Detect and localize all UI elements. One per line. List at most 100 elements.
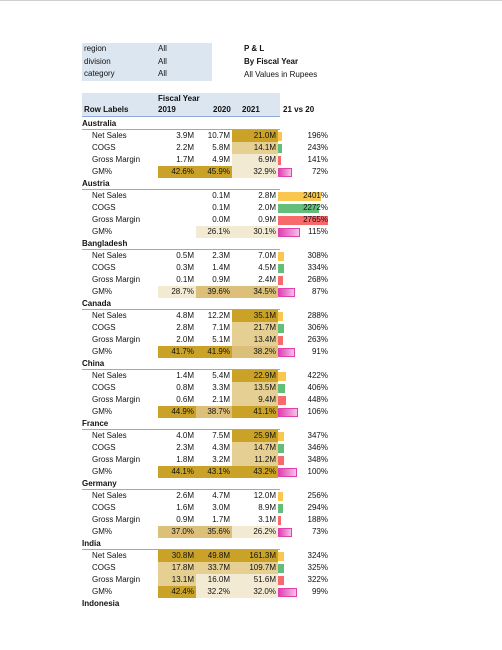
country-header[interactable]: Canada bbox=[82, 299, 111, 308]
value-cell-y21: 21.7M bbox=[232, 322, 278, 334]
change-percent: 2765% bbox=[303, 215, 328, 224]
change-percent: 72% bbox=[311, 167, 328, 176]
row-label: COGS bbox=[92, 323, 116, 332]
change-percent: 334% bbox=[307, 263, 328, 272]
value-cell-y20: 0.1M bbox=[212, 191, 230, 200]
country-header[interactable]: India bbox=[82, 539, 101, 548]
country-header[interactable]: Bangladesh bbox=[82, 239, 128, 248]
table-row: GM% 28.7% 39.6% 34.5% 87% bbox=[82, 286, 328, 298]
year-2021-header: 2021 bbox=[242, 105, 260, 114]
value-cell-y21: 35.1M bbox=[232, 310, 278, 322]
value-cell-y20: 4.7M bbox=[212, 491, 230, 500]
data-bar bbox=[278, 372, 286, 381]
change-percent: 347% bbox=[307, 431, 328, 440]
change-percent: 308% bbox=[307, 251, 328, 260]
value-cell-y21: 7.0M bbox=[258, 251, 276, 260]
data-bar bbox=[278, 288, 295, 297]
data-bar bbox=[278, 276, 283, 285]
change-percent: 196% bbox=[307, 131, 328, 140]
data-bar bbox=[278, 144, 283, 153]
row-labels-header[interactable]: Row Labels bbox=[84, 105, 129, 114]
country-header[interactable]: Austria bbox=[82, 179, 110, 188]
value-cell-y21: 12.0M bbox=[253, 491, 276, 500]
data-bar bbox=[278, 252, 284, 261]
data-bar bbox=[278, 228, 300, 237]
value-cell-y21: 2.8M bbox=[258, 191, 276, 200]
row-label: Net Sales bbox=[92, 551, 127, 560]
value-cell-y20: 10.7M bbox=[207, 131, 230, 140]
value-cell-y19: 37.0% bbox=[158, 526, 196, 538]
row-label: Net Sales bbox=[92, 311, 127, 320]
change-percent: 348% bbox=[307, 455, 328, 464]
row-label: Gross Margin bbox=[92, 515, 141, 524]
row-label: GM% bbox=[92, 227, 112, 236]
value-cell-y21: 26.2% bbox=[232, 526, 278, 538]
row-label: Gross Margin bbox=[92, 455, 141, 464]
country-header[interactable]: Germany bbox=[82, 479, 117, 488]
value-cell-y20: 4.9M bbox=[212, 155, 230, 164]
data-bar bbox=[278, 168, 292, 177]
value-cell-y21: 4.5M bbox=[258, 263, 276, 272]
change-percent: 288% bbox=[307, 311, 328, 320]
value-cell-y19: 0.8M bbox=[176, 383, 194, 392]
change-percent: 115% bbox=[308, 227, 328, 236]
value-cell-y19: 13.1M bbox=[158, 574, 196, 586]
group-divider bbox=[82, 309, 280, 310]
value-cell-y20: 5.8M bbox=[212, 143, 230, 152]
data-bar bbox=[278, 576, 284, 585]
filter-value[interactable]: All bbox=[158, 44, 167, 53]
value-cell-y20: 3.0M bbox=[212, 503, 230, 512]
table-row: COGS 0.3M 1.4M 4.5M 334% bbox=[82, 262, 328, 274]
value-cell-y21: 2.4M bbox=[258, 275, 276, 284]
filter-division[interactable]: division All bbox=[82, 56, 212, 69]
data-bar bbox=[278, 324, 284, 333]
report-units: All Values in Rupees bbox=[244, 70, 318, 79]
filter-value[interactable]: All bbox=[158, 69, 167, 78]
filter-label: category bbox=[84, 69, 115, 78]
table-row: Gross Margin 13.1M 16.0M 51.6M 322% bbox=[82, 574, 328, 586]
value-cell-y19: 2.8M bbox=[176, 323, 194, 332]
row-label: GM% bbox=[92, 347, 112, 356]
value-cell-y19 bbox=[158, 214, 196, 226]
value-cell-y19: 1.8M bbox=[176, 455, 194, 464]
change-percent: 294% bbox=[307, 503, 328, 512]
table-row: Net Sales 3.9M 10.7M 21.0M 196% bbox=[82, 130, 328, 142]
top-border bbox=[0, 0, 502, 1]
header-divider bbox=[82, 116, 280, 117]
country-header[interactable]: Indonesia bbox=[82, 599, 120, 608]
value-cell-y19: 0.1M bbox=[176, 275, 194, 284]
filter-value[interactable]: All bbox=[158, 56, 167, 66]
value-cell-y19: 44.9% bbox=[158, 406, 196, 418]
table-row: COGS 2.2M 5.8M 14.1M 243% bbox=[82, 142, 328, 154]
table-row: GM% 44.1% 43.1% 43.2% 100% bbox=[82, 466, 328, 478]
change-percent: 106% bbox=[307, 407, 328, 416]
value-cell-y21: 32.0% bbox=[232, 586, 278, 598]
table-row: Net Sales 30.8M 49.8M 161.3M 324% bbox=[82, 550, 328, 562]
value-cell-y19: 4.8M bbox=[176, 311, 194, 320]
value-cell-y21: 9.4M bbox=[232, 394, 278, 406]
filter-category[interactable]: category All bbox=[82, 68, 212, 81]
country-header[interactable]: France bbox=[82, 419, 109, 428]
change-percent: 2272% bbox=[303, 203, 328, 212]
row-label: GM% bbox=[92, 587, 112, 596]
data-bar bbox=[278, 516, 282, 525]
group-divider bbox=[82, 189, 280, 190]
value-cell-y20: 1.7M bbox=[212, 515, 230, 524]
value-cell-y21: 25.9M bbox=[232, 430, 278, 442]
row-label: Gross Margin bbox=[92, 155, 141, 164]
data-bar bbox=[278, 192, 322, 201]
filter-region[interactable]: region All bbox=[82, 43, 212, 56]
country-header[interactable]: China bbox=[82, 359, 105, 368]
fiscal-year-header[interactable]: Fiscal Year bbox=[158, 94, 200, 103]
row-label: GM% bbox=[92, 467, 112, 476]
table-row: Net Sales 0.5M 2.3M 7.0M 308% bbox=[82, 250, 328, 262]
row-label: COGS bbox=[92, 203, 116, 212]
table-row: COGS 1.6M 3.0M 8.9M 294% bbox=[82, 502, 328, 514]
data-bar bbox=[278, 264, 285, 273]
value-cell-y20: 2.1M bbox=[212, 395, 230, 404]
report-title: P & L bbox=[244, 44, 265, 53]
row-label: GM% bbox=[92, 407, 112, 416]
country-header[interactable]: Australia bbox=[82, 119, 117, 128]
data-bar bbox=[278, 564, 284, 573]
row-label: GM% bbox=[92, 167, 112, 176]
